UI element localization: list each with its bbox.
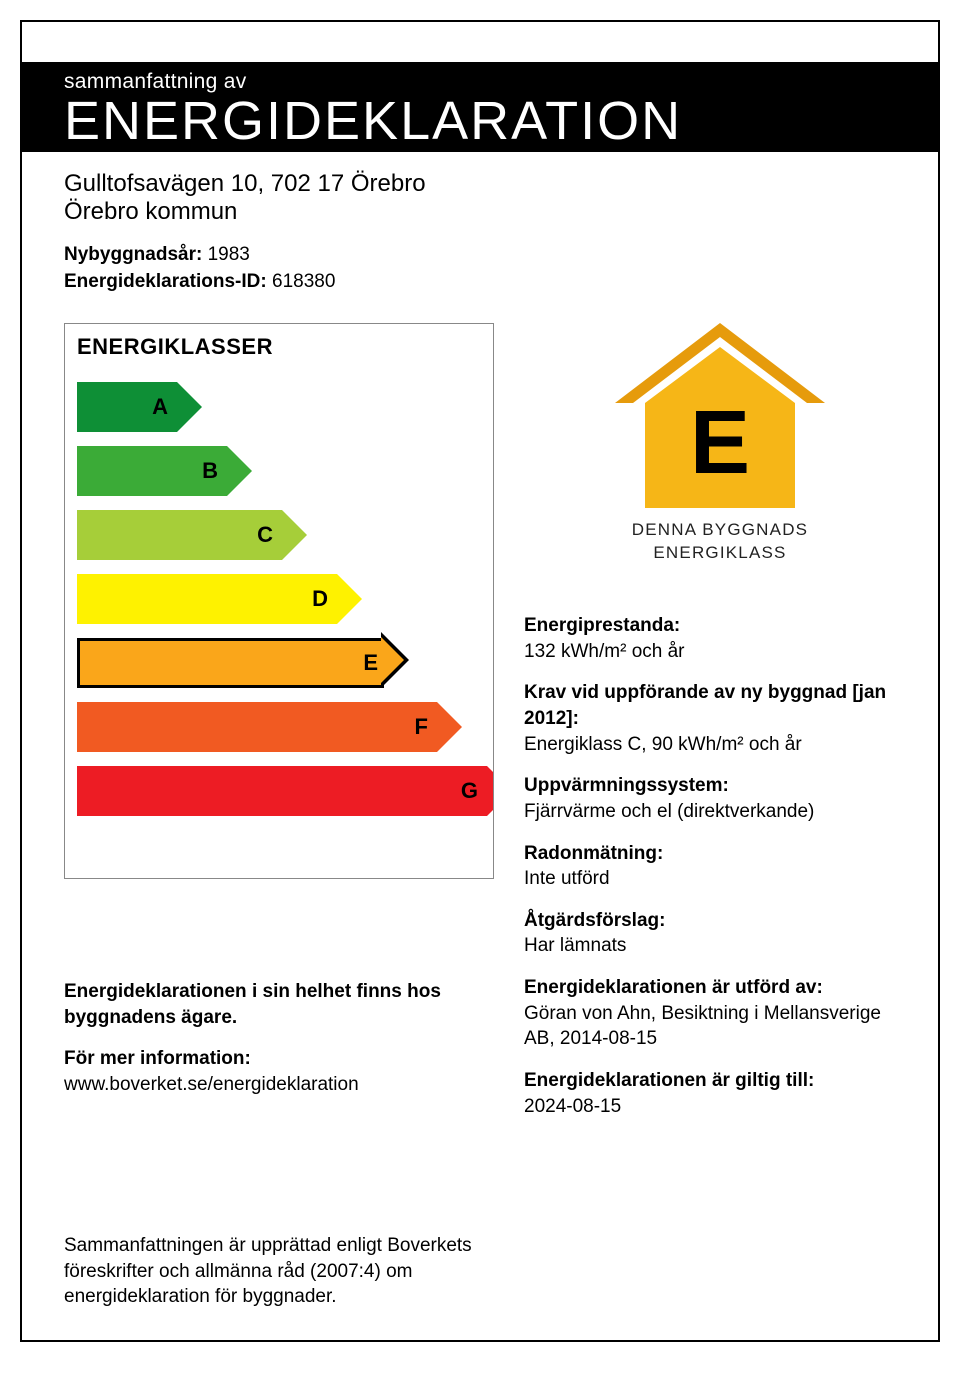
meta-year: Nybyggnadsår: 1983 [64, 242, 896, 269]
info-krav-label: Krav vid uppförande av ny byggnad [jan 2… [524, 682, 886, 729]
info-radon: Radonmätning: Inte utförd [524, 841, 896, 892]
address-line: Gulltofsavägen 10, 702 17 Örebro [64, 170, 896, 198]
arrow-label: B [202, 458, 218, 484]
info-prestanda-value: 132 kWh/m² och år [524, 641, 685, 662]
left-note-p2-value: www.boverket.se/energideklaration [64, 1074, 359, 1095]
info-giltig: Energideklarationen är giltig till: 2024… [524, 1068, 896, 1119]
left-note-p2-label: För mer information: [64, 1048, 251, 1069]
page-frame: sammanfattning av ENERGIDEKLARATION Gull… [20, 20, 940, 1342]
info-giltig-value: 2024-08-15 [524, 1096, 621, 1117]
meta-id-value: 618380 [272, 271, 335, 292]
arrow-body [77, 510, 282, 560]
info-uppv-value: Fjärrvärme och el (direktverkande) [524, 801, 814, 822]
house-badge: E DENNA BYGGNADS ENERGIKLASS [524, 323, 896, 565]
info-uppv-label: Uppvärmningssystem: [524, 775, 729, 796]
house-caption: DENNA BYGGNADS ENERGIKLASS [544, 519, 896, 565]
energy-arrows: A B C D E F G [77, 382, 493, 816]
arrow-label: A [152, 394, 168, 420]
arrow-label: D [312, 586, 328, 612]
info-giltig-label: Energideklarationen är giltig till: [524, 1070, 814, 1091]
arrow-body [77, 574, 337, 624]
left-note: Energideklarationen i sin helhet finns h… [64, 979, 494, 1098]
info-block: Energiprestanda: 132 kWh/m² och år Krav … [524, 613, 896, 1119]
left-note-p1: Energideklarationen i sin helhet finns h… [64, 981, 441, 1028]
energy-arrow-c: C [77, 510, 493, 560]
info-atg-label: Åtgärdsförslag: [524, 910, 665, 931]
house-caption-line2: ENERGIKLASS [653, 543, 786, 562]
info-radon-label: Radonmätning: [524, 843, 663, 864]
energy-classes-title: ENERGIKLASSER [77, 334, 493, 360]
right-column: E DENNA BYGGNADS ENERGIKLASS Energiprest… [524, 323, 896, 1135]
two-column-layout: ENERGIKLASSER A B C D E F G Energideklaratione… [64, 323, 896, 1135]
title-big: ENERGIDEKLARATION [64, 94, 938, 148]
info-prestanda-label: Energiprestanda: [524, 615, 680, 636]
meta-id: Energideklarations-ID: 618380 [64, 269, 896, 296]
energy-arrow-a: A [77, 382, 493, 432]
arrow-label: E [363, 650, 378, 676]
info-atg-value: Har lämnats [524, 935, 626, 956]
info-krav-value: Energiklass C, 90 kWh/m² och år [524, 734, 802, 755]
arrow-body [77, 638, 384, 688]
left-column: ENERGIKLASSER A B C D E F G Energideklaratione… [64, 323, 494, 1135]
arrow-label: G [461, 778, 478, 804]
house-icon: E [615, 323, 825, 513]
energy-arrow-d: D [77, 574, 493, 624]
arrow-label: C [257, 522, 273, 548]
energy-arrow-f: F [77, 702, 493, 752]
content-area: Gulltofsavägen 10, 702 17 Örebro Örebro … [22, 152, 938, 1135]
municipality: Örebro kommun [64, 198, 896, 226]
meta-year-label: Nybyggnadsår: [64, 244, 202, 265]
meta-year-value: 1983 [208, 244, 250, 265]
energy-arrow-b: B [77, 446, 493, 496]
arrow-label: F [415, 714, 428, 740]
house-letter: E [690, 393, 750, 493]
house-caption-line1: DENNA BYGGNADS [632, 520, 808, 539]
energy-classes-box: ENERGIKLASSER A B C D E F G [64, 323, 494, 879]
footer-note: Sammanfattningen är upprättad enligt Bov… [64, 1233, 494, 1310]
info-prestanda: Energiprestanda: 132 kWh/m² och år [524, 613, 896, 664]
meta-id-label: Energideklarations-ID: [64, 271, 267, 292]
arrow-body [77, 702, 437, 752]
info-utford-value: Göran von Ahn, Besiktning i Mellansverig… [524, 1003, 881, 1050]
energy-arrow-e: E [77, 638, 493, 688]
info-uppv: Uppvärmningssystem: Fjärrvärme och el (d… [524, 773, 896, 824]
info-atg: Åtgärdsförslag: Har lämnats [524, 908, 896, 959]
title-bar: sammanfattning av ENERGIDEKLARATION [22, 62, 938, 152]
info-utford-label: Energideklarationen är utförd av: [524, 977, 823, 998]
info-radon-value: Inte utförd [524, 868, 610, 889]
info-krav: Krav vid uppförande av ny byggnad [jan 2… [524, 680, 896, 757]
energy-arrow-g: G [77, 766, 493, 816]
arrow-body [77, 766, 487, 816]
info-utford: Energideklarationen är utförd av: Göran … [524, 975, 896, 1052]
